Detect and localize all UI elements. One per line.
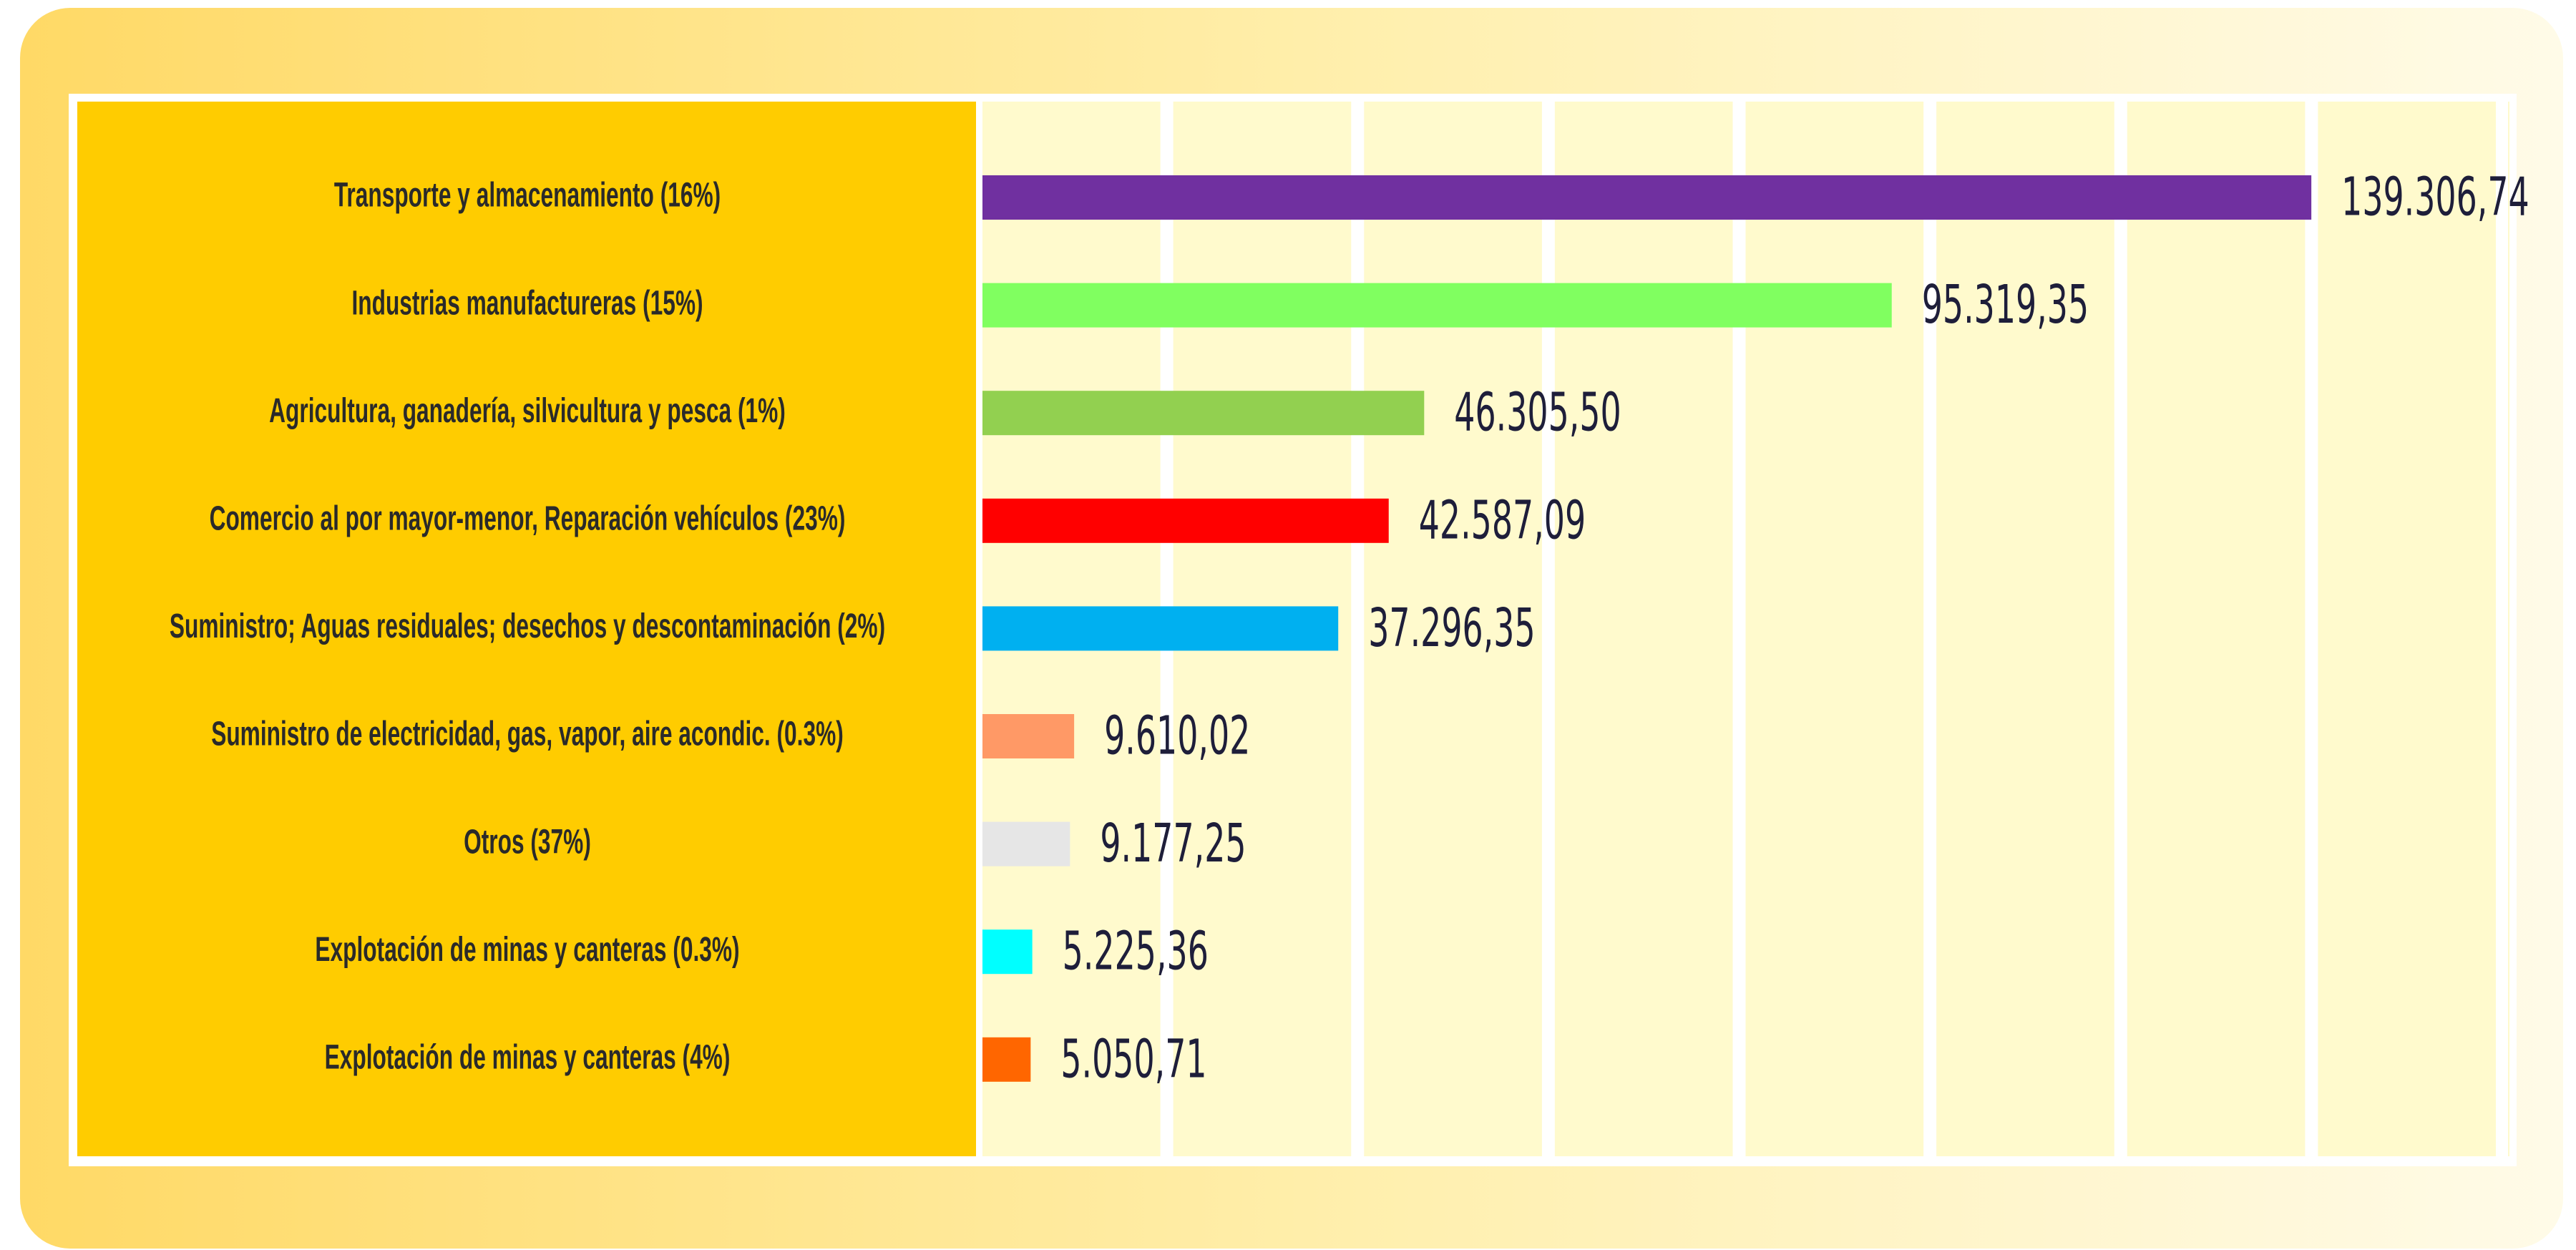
- value-label-group: 95.319,35: [1922, 274, 2089, 336]
- value-label: 5.050,71: [1060, 1028, 1206, 1090]
- category-label-group: Transporte y almacenamiento (16%): [334, 175, 721, 214]
- category-panel: [77, 102, 976, 1156]
- category-label-group: Suministro de electricidad, gas, vapor, …: [211, 714, 844, 753]
- bar: [982, 929, 1033, 975]
- category-label-group: Explotación de minas y canteras (0.3%): [315, 929, 739, 968]
- value-label-group: 139.306,74: [2341, 166, 2529, 228]
- grid-band: [2127, 102, 2306, 1156]
- value-label-group: 37.296,35: [1368, 597, 1535, 659]
- bar: [982, 606, 1339, 651]
- value-label: 9.610,02: [1104, 705, 1250, 767]
- value-label-group: 9.610,02: [1104, 705, 1250, 767]
- value-label: 42.587,09: [1419, 489, 1586, 552]
- value-label: 37.296,35: [1368, 597, 1535, 659]
- category-label: Otros (37%): [464, 822, 591, 861]
- grid-band: [1554, 102, 1733, 1156]
- bar: [982, 1037, 1031, 1082]
- category-label-group: Suministro; Aguas residuales; desechos y…: [170, 606, 885, 645]
- bar: [982, 714, 1075, 758]
- value-label-group: 46.305,50: [1454, 381, 1621, 444]
- category-label: Transporte y almacenamiento (16%): [334, 175, 721, 214]
- value-label-group: 5.050,71: [1060, 1028, 1206, 1090]
- category-label: Industrias manufactureras (15%): [351, 283, 703, 322]
- value-label: 5.225,36: [1063, 920, 1209, 982]
- value-label: 9.177,25: [1100, 813, 1246, 875]
- bar: [982, 175, 2312, 220]
- category-label-group: Explotación de minas y canteras (4%): [325, 1037, 731, 1076]
- value-label-group: 5.225,36: [1063, 920, 1209, 982]
- grid-band: [2318, 102, 2496, 1156]
- bar: [982, 498, 1389, 543]
- category-label: Suministro de electricidad, gas, vapor, …: [211, 714, 844, 753]
- grid-band: [1936, 102, 2114, 1156]
- value-label-group: 42.587,09: [1419, 489, 1586, 552]
- plot: Transporte y almacenamiento (16%) 139.306…: [170, 166, 2529, 1090]
- value-label: 95.319,35: [1922, 274, 2089, 336]
- bar: [982, 821, 1070, 866]
- category-label: Comercio al por mayor-menor, Reparación …: [210, 499, 846, 537]
- category-label: Explotación de minas y canteras (0.3%): [315, 929, 739, 968]
- value-label: 46.305,50: [1454, 381, 1621, 444]
- bar: [982, 391, 1425, 436]
- category-label-group: Industrias manufactureras (15%): [351, 283, 703, 322]
- grid-band: [1364, 102, 1542, 1156]
- category-label-group: Otros (37%): [464, 822, 591, 861]
- bar: [982, 283, 1892, 328]
- grid-band: [1745, 102, 1924, 1156]
- category-label: Agricultura, ganadería, silvicultura y p…: [269, 391, 786, 429]
- value-label: 139.306,74: [2341, 166, 2529, 228]
- value-label-group: 9.177,25: [1100, 813, 1246, 875]
- category-label: Suministro; Aguas residuales; desechos y…: [170, 606, 885, 645]
- category-label-group: Agricultura, ganadería, silvicultura y p…: [269, 391, 786, 429]
- category-label: Explotación de minas y canteras (4%): [325, 1037, 731, 1076]
- category-label-group: Comercio al por mayor-menor, Reparación …: [210, 499, 846, 537]
